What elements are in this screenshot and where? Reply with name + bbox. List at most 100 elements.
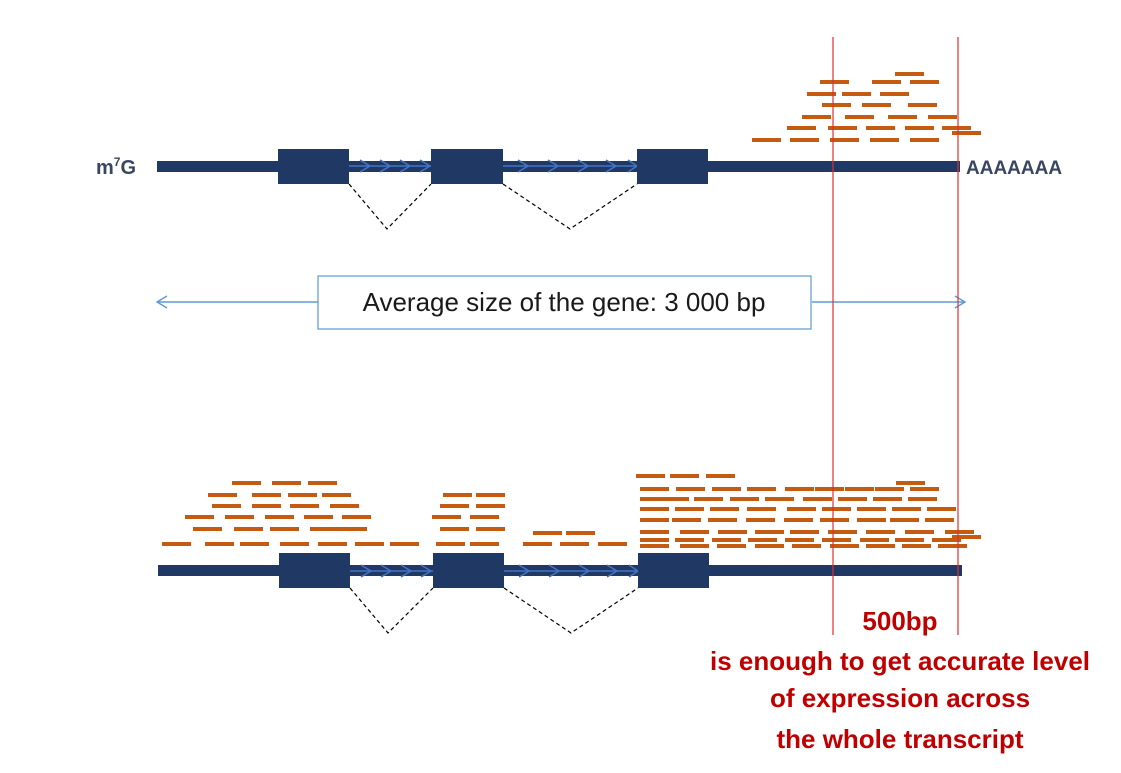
sequencing-read	[640, 518, 669, 522]
sequencing-read	[338, 527, 367, 531]
range-arrow-left	[155, 295, 168, 309]
sequencing-read	[815, 487, 844, 491]
reads-group	[162, 474, 981, 548]
bottom-transcript	[158, 474, 981, 634]
sequencing-read	[902, 544, 931, 548]
splice-junction	[349, 587, 434, 634]
sequencing-read	[225, 515, 254, 519]
exon-box	[431, 149, 503, 184]
sequencing-read	[672, 518, 701, 522]
sequencing-read	[927, 507, 956, 511]
sequencing-read	[765, 497, 794, 501]
sequencing-read	[910, 80, 939, 84]
sequencing-read	[304, 515, 333, 519]
sequencing-read	[443, 493, 472, 497]
splice-junction	[502, 183, 638, 230]
sequencing-read	[712, 538, 741, 542]
sequencing-read	[905, 126, 934, 130]
sequencing-read	[308, 481, 337, 485]
sequencing-read	[270, 527, 299, 531]
sequencing-read	[748, 538, 777, 542]
sequencing-read	[598, 542, 627, 546]
note-line: is enough to get accurate level	[710, 646, 1090, 676]
sequencing-read	[523, 542, 552, 546]
sequencing-read	[945, 530, 974, 534]
window-label: 500bp	[862, 606, 937, 636]
sequencing-read	[932, 538, 961, 542]
sequencing-read	[718, 530, 747, 534]
sequencing-read	[822, 103, 851, 107]
sequencing-read	[747, 507, 776, 511]
sequencing-read	[232, 481, 261, 485]
sequencing-read	[938, 544, 967, 548]
sequencing-read	[318, 542, 347, 546]
intron-arrow	[518, 564, 640, 578]
sequencing-read	[708, 518, 737, 522]
sequencing-read	[640, 487, 669, 491]
sequencing-read	[476, 493, 505, 497]
sequencing-read	[310, 527, 339, 531]
sequencing-read	[784, 518, 813, 522]
sequencing-read	[892, 507, 921, 511]
sequencing-read	[873, 497, 902, 501]
sequencing-read	[640, 544, 669, 548]
sequencing-read	[252, 504, 281, 508]
sequencing-read	[706, 474, 735, 478]
sequencing-read	[828, 530, 857, 534]
cap-label: m7G	[96, 155, 136, 179]
sequencing-read	[866, 126, 895, 130]
sequencing-read	[272, 481, 301, 485]
sequencing-read	[640, 507, 669, 511]
sequencing-read	[440, 504, 469, 508]
sequencing-read	[710, 507, 739, 511]
sequencing-read	[717, 544, 746, 548]
sequencing-read	[670, 474, 699, 478]
sequencing-read	[162, 542, 191, 546]
sequencing-read	[730, 497, 759, 501]
sequencing-read	[845, 115, 874, 119]
note-line: of expression across	[770, 683, 1030, 713]
sequencing-read	[838, 497, 867, 501]
intron-arrows	[350, 564, 640, 578]
sequencing-read	[785, 538, 814, 542]
sequencing-read	[870, 138, 899, 142]
sequencing-read	[390, 542, 419, 546]
intron-arrow	[359, 159, 432, 173]
sequencing-read	[785, 487, 814, 491]
sequencing-read	[252, 493, 281, 497]
intron-arrow	[517, 159, 639, 173]
sequencing-read	[845, 487, 874, 491]
sequencing-read	[952, 535, 981, 539]
sequencing-read	[807, 92, 836, 96]
sequencing-read	[185, 515, 214, 519]
top-transcript: m7G AAAAAAA	[96, 72, 1062, 230]
sequencing-read	[675, 538, 704, 542]
sequencing-read	[866, 544, 895, 548]
sequencing-read	[866, 530, 895, 534]
sequencing-read	[694, 497, 723, 501]
sequencing-read	[676, 487, 705, 491]
sequencing-read	[860, 538, 889, 542]
sequencing-read	[436, 542, 465, 546]
sequencing-read	[640, 497, 669, 501]
sequencing-read	[822, 507, 851, 511]
sequencing-read	[330, 504, 359, 508]
sequencing-read	[787, 126, 816, 130]
sequencing-read	[290, 504, 319, 508]
sequencing-read	[908, 103, 937, 107]
sequencing-read	[205, 542, 234, 546]
sequencing-read	[857, 518, 886, 522]
sequencing-read	[288, 493, 317, 497]
sequencing-read	[212, 504, 241, 508]
sequencing-read	[280, 542, 309, 546]
sequencing-read	[355, 542, 384, 546]
exon-box	[637, 149, 708, 184]
sequencing-read	[905, 530, 934, 534]
intron-arrows	[349, 159, 639, 173]
note-line: the whole transcript	[776, 724, 1023, 754]
sequencing-read	[862, 103, 891, 107]
intron-arrow	[360, 564, 433, 578]
sequencing-read	[895, 538, 924, 542]
sequencing-read	[640, 530, 669, 534]
